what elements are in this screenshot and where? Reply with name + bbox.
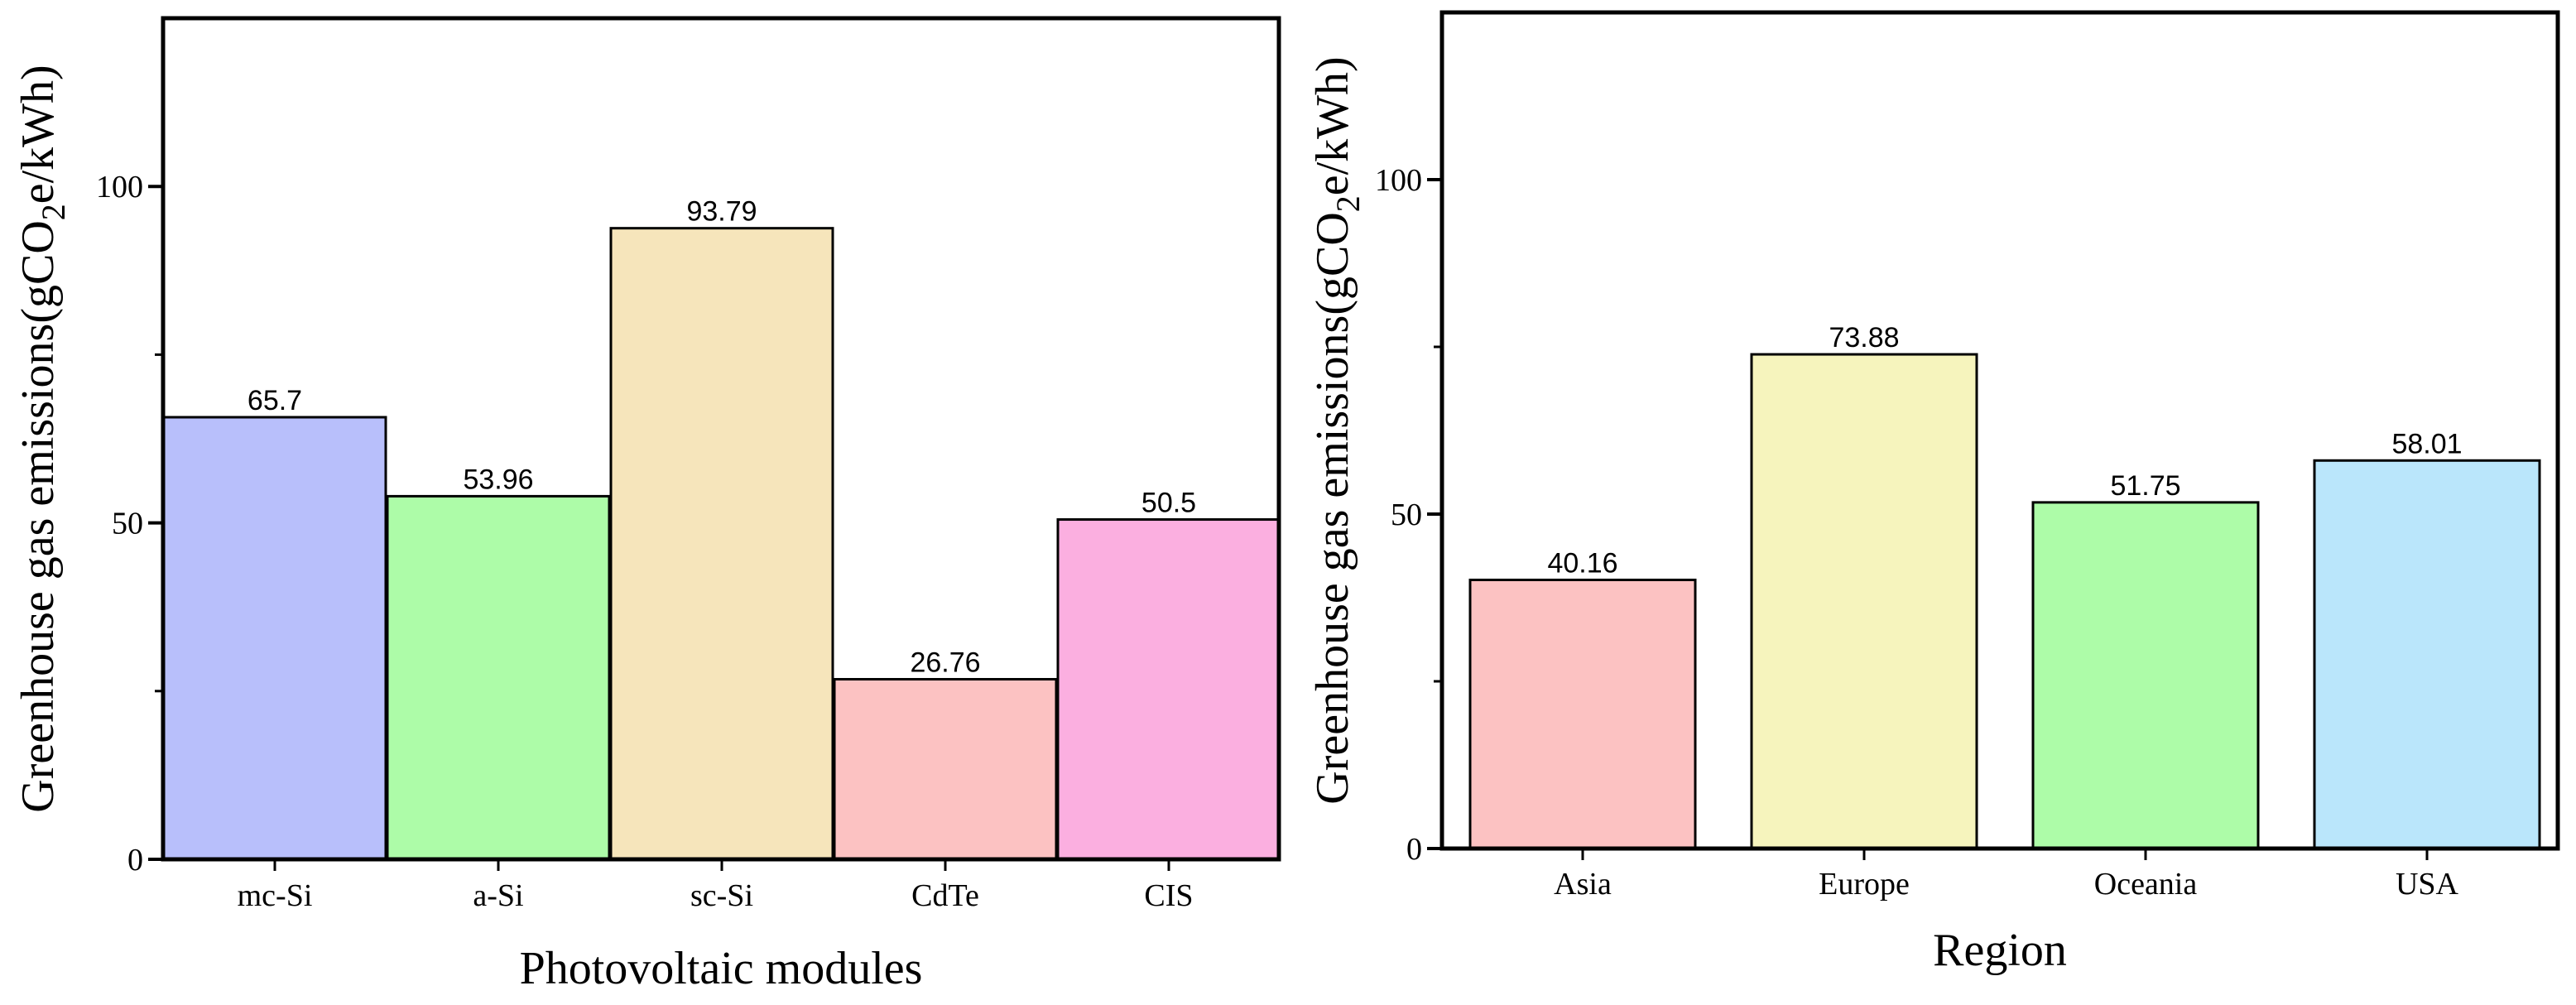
bar-a-si	[386, 494, 611, 861]
bar-value-label: 51.75	[2110, 470, 2180, 502]
x-tick-label: Europe	[1819, 867, 1910, 902]
y-tick-label: 50	[1391, 498, 1422, 532]
bar-asia	[1468, 579, 1697, 850]
bar-oceania	[2031, 501, 2260, 850]
x-tick-label: CdTe	[911, 878, 979, 913]
bar-europe	[1750, 353, 1978, 850]
x-tick-label: sc-Si	[690, 878, 753, 913]
y-tick-label: 0	[127, 843, 143, 878]
y-tick-label: 0	[1406, 832, 1422, 867]
plot-frame	[161, 16, 1281, 862]
x-tick-label: USA	[2396, 867, 2459, 902]
bar-value-label: 65.7	[248, 385, 302, 416]
bar-value-label: 26.76	[910, 647, 980, 678]
bar-usa	[2313, 459, 2541, 850]
bar-cis	[1056, 518, 1281, 861]
chart-region: 40.16 Asia 73.88 Europe 51.75 Oceania 58.01 USA…	[1307, 10, 2560, 976]
bar-mc-si	[162, 416, 387, 861]
bar-value-label: 73.88	[1829, 322, 1899, 353]
y-axis-title: Greenhouse gas emissions(gCO2e/kWh)	[12, 65, 72, 812]
x-tick-label: CIS	[1144, 878, 1193, 913]
x-tick-label: Asia	[1554, 867, 1612, 902]
x-axis-title: Region	[1933, 925, 2067, 976]
bar-value-label: 58.01	[2391, 428, 2462, 459]
bar-sc-si	[609, 227, 834, 861]
bar-value-label: 53.96	[463, 464, 533, 495]
x-tick-label: mc-Si	[238, 878, 313, 913]
x-tick-label: Oceania	[2094, 867, 2198, 902]
plot-frame	[1439, 10, 2560, 851]
y-tick-label: 100	[96, 170, 143, 204]
bar-cdte	[833, 677, 1058, 861]
bar-value-label: 50.5	[1141, 488, 1196, 519]
y-tick-label: 50	[112, 507, 143, 541]
x-axis-title: Photovoltaic modules	[520, 943, 923, 994]
bar-value-label: 40.16	[1547, 548, 1617, 579]
y-tick-label: 100	[1375, 163, 1422, 198]
chart-photovoltaic-modules: 65.7 mc-Si 53.96 a-Si 93.79 sc-Si 26.76 CdTe 50.…	[12, 16, 1281, 994]
bar-value-label: 93.79	[686, 196, 757, 228]
y-axis-title: Greenhouse gas emissions(gCO2e/kWh)	[1307, 56, 1367, 804]
x-tick-label: a-Si	[473, 878, 523, 913]
